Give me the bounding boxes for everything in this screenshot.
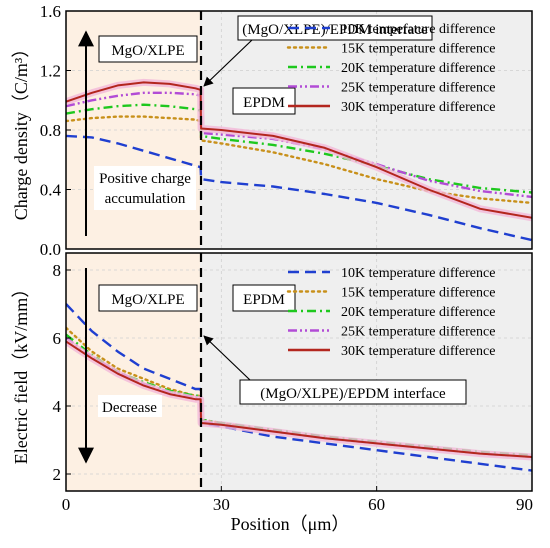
charge-density-panel: 0.0 0.4 0.8 1.2 1.6 Charge density（C/m³） MgO… <box>11 2 533 259</box>
legend-label: 15K temperature difference <box>341 286 495 301</box>
electric-field-panel: 2 4 6 8 0 30 60 90 Electric field（kV/mm） Posit… <box>11 252 533 534</box>
region-label-mgo-xlpe: MgO/XLPE <box>111 292 184 308</box>
legend-label: 30K temperature difference <box>341 100 495 115</box>
y-axis: 2 4 6 8 <box>53 261 71 484</box>
region-label-box <box>232 87 296 115</box>
region-label-box <box>98 35 198 63</box>
y-tick-label: 6 <box>53 329 62 348</box>
y-tick-label: 1.2 <box>40 62 61 81</box>
legend-label: 20K temperature difference <box>341 305 495 320</box>
region-label-box <box>98 284 198 312</box>
series-line-4 <box>66 91 532 199</box>
y-tick-label: 8 <box>53 261 62 280</box>
interface-callout: (MgO/XLPE)/EPDM interface <box>260 386 446 402</box>
y-tick-label: 0.8 <box>40 121 61 140</box>
y-tick-label: 2 <box>53 465 62 484</box>
annotation-accumulation: accumulation <box>105 191 186 207</box>
interface-callout-box <box>237 15 433 41</box>
series-line-5 <box>66 81 532 219</box>
x-axis-label: Position（μm） <box>231 514 350 534</box>
region-label-epdm: EPDM <box>243 292 285 308</box>
y-tick-label: 1.6 <box>40 2 61 21</box>
region-label-epdm: EPDM <box>243 95 285 111</box>
annotation-decrease: Decrease <box>102 400 157 416</box>
interface-callout: (MgO/XLPE)/EPDM interface <box>242 22 428 38</box>
legend-label: 20K temperature difference <box>341 61 495 76</box>
region-label-mgo-xlpe: MgO/XLPE <box>111 43 184 59</box>
legend-label: 25K temperature difference <box>341 325 495 340</box>
interface-arrow <box>203 39 253 87</box>
annotation-positive-charge: Positive charge <box>99 171 191 187</box>
x-tick-label: 90 <box>516 495 533 514</box>
series-line-2 <box>66 115 532 205</box>
x-tick-label: 60 <box>368 495 385 514</box>
y-axis: 0.0 0.4 0.8 1.2 1.6 <box>40 2 71 259</box>
y-tick-label: 4 <box>53 397 62 416</box>
annotation-bg <box>98 395 162 417</box>
region-label-box <box>232 284 296 312</box>
legend-label: 30K temperature difference <box>341 344 495 359</box>
legend-label: 15K temperature difference <box>341 42 495 57</box>
x-axis: 0 30 60 90 <box>62 486 533 514</box>
legend: 10K temperature difference 15K temperatur… <box>286 266 495 359</box>
legend-label: 25K temperature difference <box>341 81 495 96</box>
legend-label: 10K temperature difference <box>341 22 495 37</box>
interface-callout-box <box>239 379 467 405</box>
y-axis-label: Charge density（C/m³） <box>11 40 31 221</box>
x-tick-label: 30 <box>213 495 230 514</box>
y-axis-label: Electric field（kV/mm） <box>11 280 31 464</box>
interface-arrow <box>203 335 251 381</box>
x-tick-label: 0 <box>62 495 71 514</box>
legend: 10K temperature difference 15K temperatur… <box>286 22 495 115</box>
plot-frame <box>65 252 533 492</box>
annotation-bg <box>94 166 196 210</box>
legend-label: 10K temperature difference <box>341 266 495 281</box>
series-line-1 <box>66 134 532 242</box>
y-tick-label: 0.0 <box>40 240 61 259</box>
y-tick-label: 0.4 <box>40 181 62 200</box>
